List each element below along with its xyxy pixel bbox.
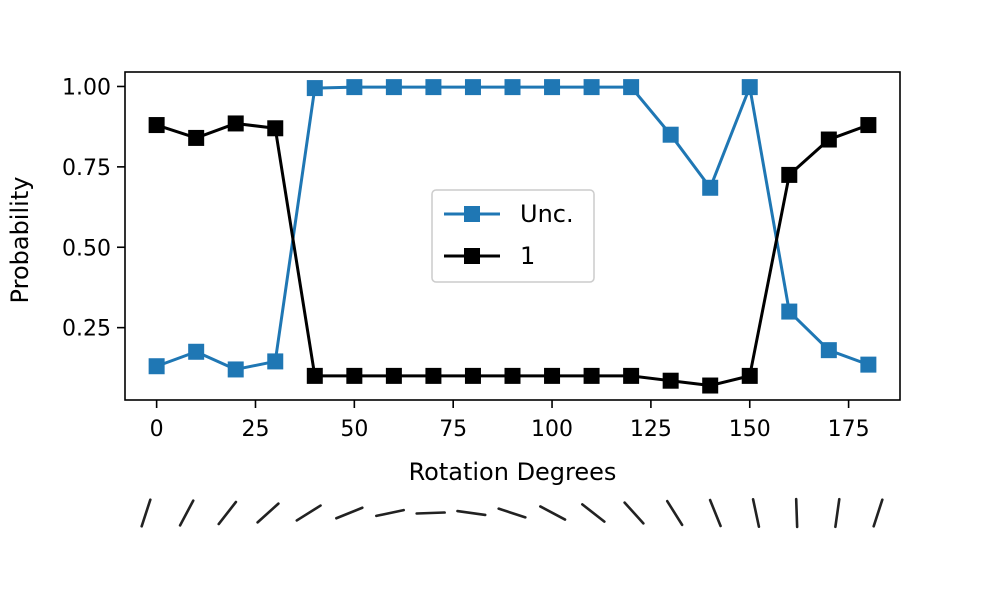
rotation-thumbnail	[178, 499, 195, 527]
rotation-thumbnail	[456, 509, 487, 517]
data-point	[820, 342, 837, 359]
rotation-thumbnail	[217, 500, 238, 526]
data-point	[662, 372, 679, 389]
y-axis-label: Probability	[6, 177, 34, 304]
data-point	[741, 367, 758, 384]
legend: Unc. 1	[431, 189, 595, 283]
rotation-thumbnail	[708, 498, 722, 528]
data-point	[583, 367, 600, 384]
plot-frame	[124, 71, 901, 401]
x-tick-label: 50	[340, 417, 368, 442]
data-point	[425, 367, 442, 384]
rotation-thumbnail	[375, 508, 405, 518]
data-point	[781, 303, 798, 320]
data-point	[227, 115, 244, 132]
y-tick-label: 0.75	[62, 156, 111, 181]
data-point	[267, 120, 284, 137]
data-point	[188, 343, 205, 360]
data-point	[702, 179, 719, 196]
rotation-thumbnail	[581, 503, 606, 523]
data-point	[227, 361, 244, 378]
data-point	[820, 131, 837, 148]
y-tick-label: 0.25	[62, 317, 111, 342]
rotation-thumbnail	[140, 498, 152, 528]
data-point	[346, 367, 363, 384]
y-tick-label: 0.50	[62, 236, 111, 261]
legend-label-1: 1	[520, 242, 535, 270]
rotation-thumbnail	[623, 501, 645, 525]
x-tick-label: 150	[729, 417, 771, 442]
series-layer	[148, 79, 877, 394]
data-point	[346, 79, 363, 96]
data-point	[425, 79, 442, 96]
rotation-thumbnail	[256, 502, 280, 524]
data-point	[504, 367, 521, 384]
data-point	[504, 79, 521, 96]
legend-marker-unc	[464, 206, 480, 222]
rotation-thumbnail	[794, 497, 799, 529]
data-point	[385, 367, 402, 384]
rotation-thumbnail	[497, 507, 527, 519]
data-point	[662, 126, 679, 143]
x-tick-label: 175	[828, 417, 870, 442]
data-point	[267, 353, 284, 370]
data-point	[781, 166, 798, 183]
data-point	[583, 79, 600, 96]
data-point	[188, 129, 205, 146]
rotation-thumbnail	[295, 504, 322, 522]
data-point	[464, 367, 481, 384]
data-point	[148, 117, 165, 134]
legend-marker-1	[464, 248, 480, 264]
data-point	[306, 80, 323, 97]
data-point	[702, 377, 719, 394]
rotation-thumbnail	[872, 498, 884, 528]
rotation-thumbnail	[539, 505, 567, 521]
rotation-thumbnails	[140, 497, 884, 529]
x-tick-label: 0	[150, 417, 164, 442]
legend-label-unc: Unc.	[520, 200, 574, 228]
data-point	[860, 117, 877, 134]
data-point	[148, 358, 165, 375]
rotation-thumbnail	[834, 497, 841, 529]
data-point	[741, 79, 758, 96]
y-tick-label: 1.00	[62, 75, 111, 100]
data-point	[623, 367, 640, 384]
x-tick-label: 75	[439, 417, 467, 442]
data-point	[464, 79, 481, 96]
x-tick-label: 100	[531, 417, 573, 442]
x-axis-label: Rotation Degrees	[409, 458, 617, 486]
rotation-thumbnail	[751, 498, 761, 528]
rotation-thumbnail	[415, 511, 446, 515]
x-axis: 0 25 50 75 100 125 150 175	[150, 400, 870, 442]
rotation-thumbnail	[665, 499, 684, 527]
y-axis: 0.25 0.50 0.75 1.00	[62, 75, 125, 342]
data-point	[306, 367, 323, 384]
data-point	[385, 79, 402, 96]
data-point	[544, 79, 561, 96]
rotation-thumbnail	[335, 506, 364, 520]
data-point	[544, 367, 561, 384]
data-point	[623, 79, 640, 96]
x-tick-label: 125	[630, 417, 672, 442]
data-point	[860, 356, 877, 373]
x-tick-label: 25	[241, 417, 269, 442]
